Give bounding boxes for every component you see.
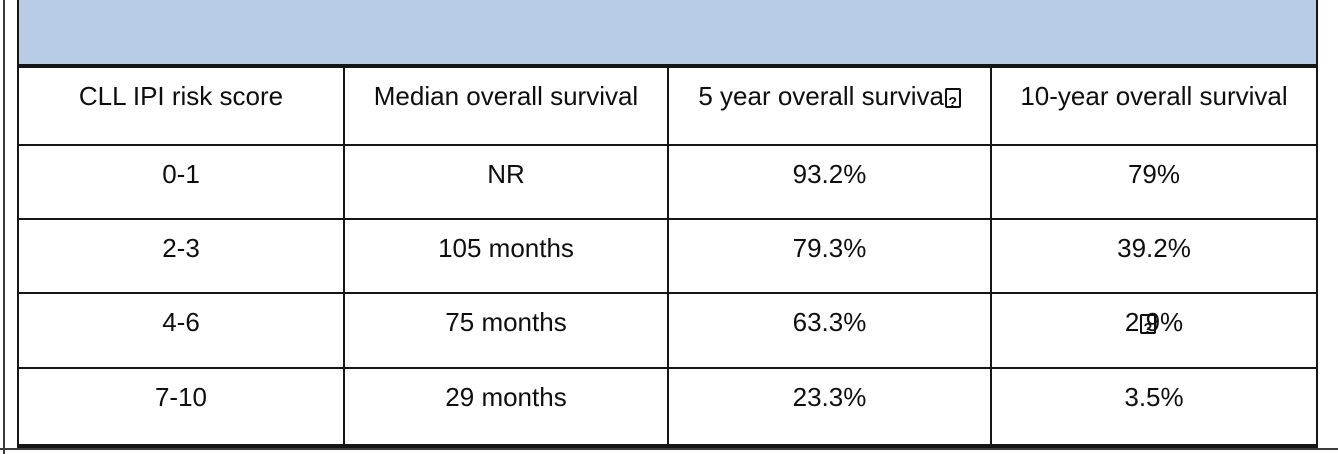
cell-10yr-os: 3.5% [990, 367, 1318, 448]
table-banner-row [17, 0, 1318, 68]
cell-risk-score: 7-10 [17, 367, 345, 448]
column-header-10yr-os: 10-year overall survival [990, 65, 1318, 146]
table-banner-cell [17, 0, 1318, 68]
table-row-risk-0-1: 0-1 NR 93.2% 79% [17, 144, 1318, 220]
cell-median-os: 105 months [343, 218, 669, 294]
cell-median-os: NR [343, 144, 669, 220]
column-header-risk-score: CLL IPI risk score [17, 65, 345, 146]
cell-10yr-os-post: 9% [1145, 307, 1184, 337]
cell-5yr-os: 23.3% [667, 367, 992, 448]
cell-10yr-os: 2 ?9% [990, 292, 1318, 369]
missing-glyph-icon: ? [1139, 313, 1156, 337]
column-header-5yr-os-text: 5 year overall surviva [698, 81, 945, 111]
cell-10yr-os: 39.2% [990, 218, 1318, 294]
table-row-risk-7-10: 7-10 29 months 23.3% 3.5% [17, 367, 1318, 448]
cell-5yr-os: 93.2% [667, 144, 992, 220]
cell-risk-score: 0-1 [17, 144, 345, 220]
cell-median-os: 75 months [343, 292, 669, 369]
page-border-left [3, 0, 5, 454]
cell-5yr-os: 79.3% [667, 218, 992, 294]
page-border-bottom [0, 448, 1338, 450]
cell-risk-score: 2-3 [17, 218, 345, 294]
cell-10yr-os-pre: 2 [1124, 307, 1140, 337]
missing-glyph-question-mark: ? [948, 94, 957, 111]
cell-risk-score: 4-6 [17, 292, 345, 369]
missing-glyph-icon: ? [944, 87, 961, 111]
table-row-risk-4-6: 4-6 75 months 63.3% 2 ?9% [17, 292, 1318, 369]
cell-5yr-os: 63.3% [667, 292, 992, 369]
cell-median-os: 29 months [343, 367, 669, 448]
missing-glyph-question-mark: ? [1143, 320, 1153, 337]
column-header-5yr-os: 5 year overall surviva? [667, 65, 992, 146]
column-header-median-os: Median overall survival [343, 65, 669, 146]
cell-10yr-os: 79% [990, 144, 1318, 220]
table-header-row: CLL IPI risk score Median overall surviv… [17, 65, 1318, 146]
cll-ipi-survival-table: CLL IPI risk score Median overall surviv… [17, 0, 1318, 448]
table-row-risk-2-3: 2-3 105 months 79.3% 39.2% [17, 218, 1318, 294]
